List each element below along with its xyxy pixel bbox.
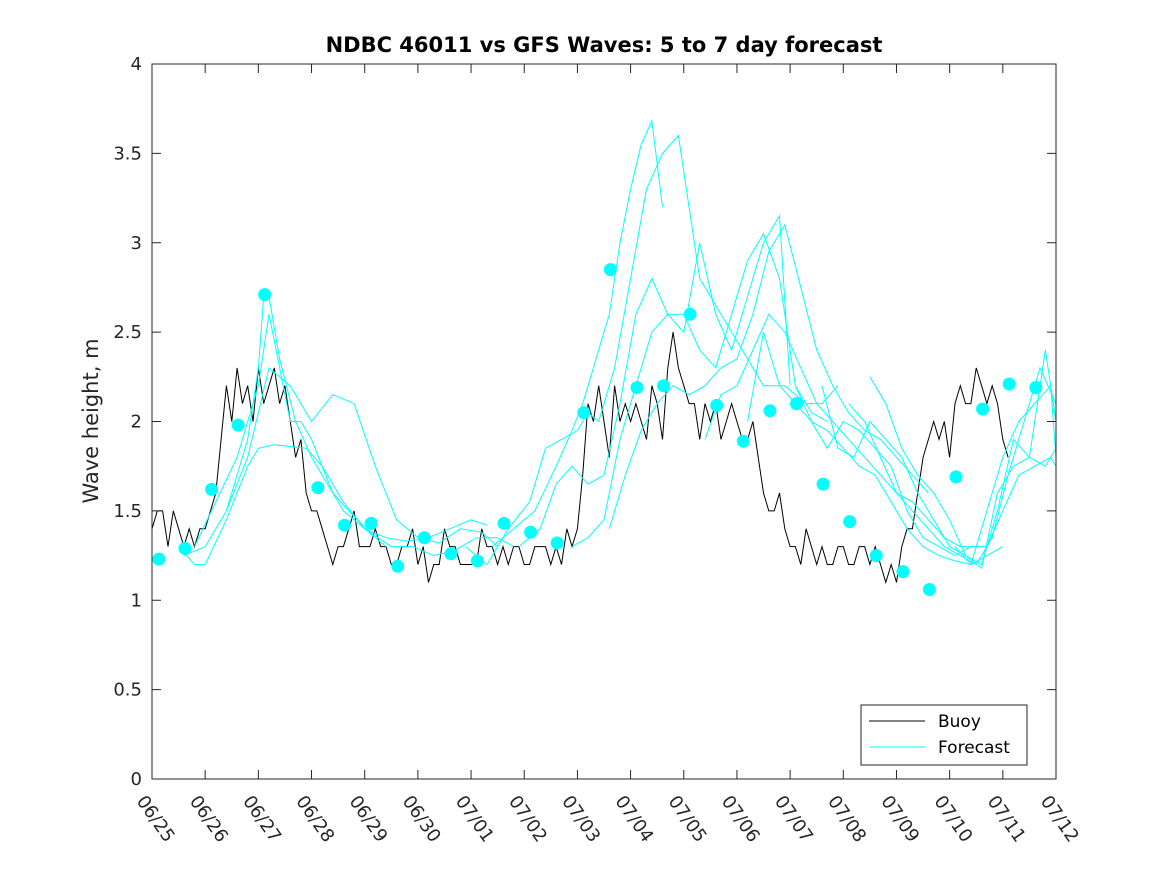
forecast-marker (152, 552, 166, 566)
forecast-marker (444, 547, 458, 561)
legend-label-forecast: Forecast (938, 738, 1010, 758)
y-tick-label: 0 (131, 769, 142, 790)
forecast-marker (577, 406, 591, 420)
forecast-markers (152, 263, 1043, 596)
forecast-marker (843, 515, 857, 529)
forecast-line (608, 223, 929, 529)
forecast-marker (311, 481, 325, 495)
forecast-line (571, 232, 828, 548)
forecast-marker (683, 307, 697, 321)
x-tick-label: 06/28 (291, 792, 338, 847)
x-tick-label: 06/27 (238, 792, 285, 847)
x-tick-label: 07/07 (770, 792, 817, 847)
x-tick-label: 06/25 (132, 792, 179, 847)
chart-title: NDBC 46011 vs GFS Waves: 5 to 7 day fore… (326, 33, 883, 57)
forecast-line (225, 295, 387, 547)
forecast-marker (497, 516, 511, 530)
forecast-marker (896, 565, 910, 579)
x-tick-label: 06/30 (398, 792, 445, 847)
y-tick-label: 2.5 (113, 322, 142, 343)
forecast-line (491, 119, 663, 547)
forecast-line (794, 385, 1057, 557)
forecast-line (518, 214, 791, 547)
forecast-line (704, 313, 977, 548)
forecast-line (178, 444, 488, 565)
forecast-marker (976, 402, 990, 416)
forecast-line (848, 366, 1057, 566)
forecast-line (954, 384, 1057, 566)
plot-area (151, 119, 1057, 596)
x-tick-label: 06/26 (185, 792, 232, 847)
legend: Buoy Forecast (860, 704, 1028, 766)
y-tick-label: 1 (131, 590, 142, 611)
forecast-marker (790, 397, 803, 411)
x-tick-label: 07/09 (876, 792, 923, 847)
forecast-marker (763, 404, 777, 418)
y-tick-label: 4 (131, 54, 142, 75)
forecast-line (465, 134, 839, 566)
x-tick-label: 07/03 (557, 792, 604, 847)
y-axis: 0 0.5 1 1.5 2 2.5 3 3.5 4 (113, 54, 1056, 790)
x-tick-label: 07/11 (983, 792, 1030, 847)
x-tick-label: 06/29 (345, 792, 392, 847)
forecast-marker (550, 536, 564, 550)
forecast-line (183, 366, 498, 557)
forecast-marker (630, 381, 644, 394)
forecast-line (194, 314, 514, 557)
forecast-marker (869, 549, 883, 563)
x-tick-label: 07/01 (451, 792, 498, 847)
forecast-marker (178, 541, 192, 555)
forecast-series (178, 119, 1057, 569)
forecast-marker (657, 379, 671, 393)
forecast-marker (258, 288, 272, 302)
forecast-marker (524, 525, 538, 539)
forecast-marker (231, 418, 245, 432)
y-axis-label: Wave height, m (79, 338, 103, 503)
y-tick-label: 0.5 (113, 680, 142, 701)
forecast-marker (470, 554, 484, 568)
forecast-marker (391, 559, 405, 573)
forecast-marker (1002, 377, 1016, 391)
forecast-marker (736, 434, 750, 448)
x-tick-label: 07/04 (610, 792, 657, 847)
y-tick-label: 3 (131, 233, 142, 254)
forecast-marker (205, 482, 219, 496)
forecast-marker (417, 531, 431, 545)
y-tick-label: 2 (131, 412, 142, 433)
forecast-marker (922, 583, 936, 596)
x-tick-label: 07/02 (504, 792, 551, 847)
x-tick-label: 07/08 (823, 792, 870, 847)
forecast-marker (949, 470, 963, 484)
forecast-marker (338, 518, 351, 532)
x-tick-label: 07/06 (717, 792, 764, 847)
y-tick-label: 3.5 (113, 143, 142, 164)
x-tick-label: 07/12 (1036, 792, 1083, 847)
legend-label-buoy: Buoy (938, 712, 981, 732)
y-tick-label: 1.5 (113, 501, 142, 522)
forecast-marker (1029, 381, 1043, 394)
forecast-marker (710, 398, 724, 412)
forecast-marker (364, 516, 378, 530)
forecast-marker (603, 263, 617, 277)
forecast-line (869, 349, 1057, 569)
forecast-marker (816, 477, 830, 491)
forecast-line (821, 385, 1057, 566)
buoy-series (151, 332, 1009, 585)
legend-box (860, 704, 1028, 766)
x-tick-label: 07/10 (930, 792, 977, 847)
forecast-line (747, 331, 1004, 566)
buoy-line (151, 332, 1009, 585)
x-tick-label: 07/05 (664, 792, 711, 847)
